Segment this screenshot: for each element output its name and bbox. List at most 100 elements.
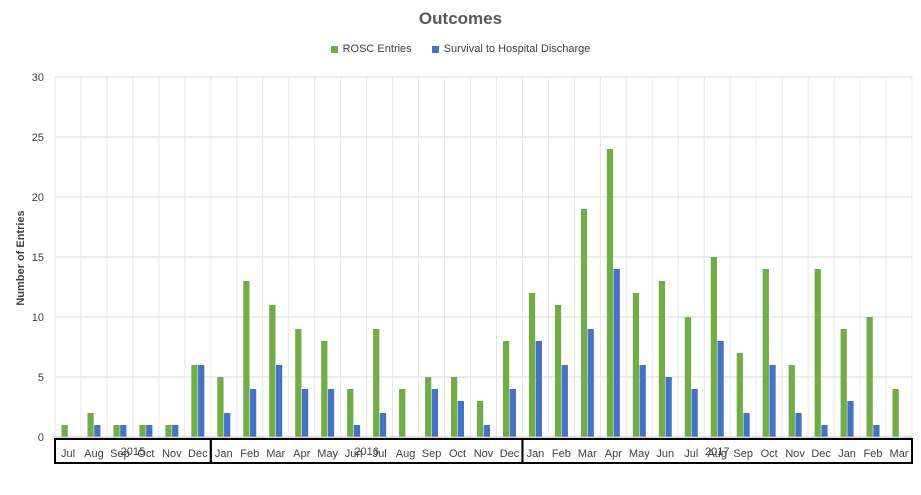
legend-swatch-survival	[431, 45, 439, 53]
legend: ROSC Entries Survival to Hospital Discha…	[0, 43, 921, 55]
x-tick-label: Feb	[552, 448, 571, 460]
x-tick-label: Mar	[578, 448, 597, 460]
bar-survival	[691, 389, 698, 437]
bar-survival	[146, 425, 153, 437]
year-group-label: 2017	[705, 446, 729, 458]
x-tick-label: Oct	[449, 448, 466, 460]
bar-survival	[172, 425, 179, 437]
x-tick-label: Feb	[240, 448, 259, 460]
bar-rosc	[788, 365, 795, 437]
bar-rosc	[528, 293, 536, 437]
bar-survival	[120, 425, 127, 437]
legend-label-survival: Survival to Hospital Discharge	[443, 43, 591, 55]
legend-swatch-rosc	[330, 45, 338, 53]
bar-survival	[639, 365, 646, 437]
bar-rosc	[87, 413, 94, 437]
bar-survival	[198, 365, 205, 437]
bar-rosc	[814, 269, 821, 437]
bar-rosc	[191, 365, 198, 437]
x-tick-label: Sep	[422, 448, 442, 460]
bar-survival	[821, 425, 828, 437]
bar-rosc	[606, 149, 614, 437]
bar-rosc	[684, 317, 691, 437]
bar-survival	[717, 341, 724, 437]
x-tick-label: May	[629, 448, 650, 460]
x-tick-label: Apr	[605, 448, 622, 460]
x-tick-label: Nov	[785, 448, 805, 460]
bar-survival	[535, 341, 542, 437]
bar-rosc	[425, 377, 432, 437]
bar-rosc	[632, 293, 640, 437]
bar-survival	[587, 329, 594, 437]
bar-survival	[457, 401, 465, 437]
bar-rosc	[321, 341, 328, 437]
x-tick-label: Jun	[656, 448, 674, 460]
x-tick-label: Dec	[500, 448, 520, 460]
x-tick-label: Apr	[293, 448, 310, 460]
bar-rosc	[892, 389, 899, 437]
x-tick-label: Aug	[84, 448, 104, 460]
bar-rosc	[113, 425, 120, 437]
bar-rosc	[139, 425, 146, 437]
bar-survival	[301, 389, 309, 437]
x-tick-label: Mar	[890, 448, 909, 460]
bar-rosc	[295, 329, 302, 437]
x-tick-label: Jul	[373, 448, 387, 460]
y-tick-label: 15	[32, 252, 44, 264]
y-tick-label: 25	[32, 132, 44, 144]
bar-rosc	[502, 341, 510, 437]
legend-item-rosc[interactable]: ROSC Entries	[330, 43, 412, 55]
bar-survival	[665, 377, 672, 437]
bar-survival	[509, 389, 516, 437]
x-tick-label: Jun	[345, 448, 363, 460]
x-tick-label: Jul	[684, 448, 698, 460]
y-tick-label: 0	[38, 432, 44, 444]
x-tick-label: Oct	[761, 448, 778, 460]
x-tick-label: Oct	[137, 448, 154, 460]
x-tick-label: Jan	[527, 448, 545, 460]
x-tick-label: Nov	[474, 448, 494, 460]
y-tick-label: 10	[32, 312, 44, 324]
chart-title: Outcomes	[418, 9, 503, 28]
bar-survival	[94, 425, 101, 437]
bar-rosc	[243, 281, 250, 437]
bar-rosc	[269, 305, 276, 437]
x-tick-label: Feb	[864, 448, 883, 460]
bar-rosc	[736, 353, 743, 437]
bar-rosc	[840, 329, 847, 437]
bar-survival	[561, 365, 568, 437]
bar-survival	[276, 365, 283, 437]
year-group-box	[521, 438, 913, 464]
bar-rosc	[399, 389, 406, 437]
year-group-label: 2016	[354, 446, 378, 458]
x-tick-label: Sep	[110, 448, 130, 460]
x-tick-label: Jul	[61, 448, 75, 460]
bar-survival	[379, 413, 387, 437]
bar-survival	[431, 389, 439, 437]
legend-item-survival[interactable]: Survival to Hospital Discharge	[431, 43, 591, 55]
bar-survival	[224, 413, 231, 437]
x-tick-label: Dec	[811, 448, 831, 460]
bar-rosc	[347, 389, 354, 437]
bar-rosc	[165, 425, 172, 437]
x-tick-label: Jan	[215, 448, 233, 460]
bar-survival	[613, 269, 620, 437]
bar-rosc	[710, 257, 717, 437]
y-tick-label: 20	[32, 192, 44, 204]
x-tick-label: Dec	[188, 448, 208, 460]
bar-rosc	[554, 305, 562, 437]
bar-rosc	[762, 269, 769, 437]
bar-survival	[327, 389, 335, 437]
x-tick-label: Aug	[707, 448, 727, 460]
bar-survival	[795, 413, 802, 437]
y-tick-label: 5	[38, 372, 44, 384]
bar-survival	[743, 413, 750, 437]
bar-survival	[873, 425, 880, 437]
year-group-label: 2015	[121, 446, 145, 458]
bar-rosc	[866, 317, 873, 437]
y-tick-label: 30	[32, 72, 44, 84]
x-tick-label: Mar	[266, 448, 285, 460]
bar-rosc	[658, 281, 666, 437]
bar-survival	[483, 425, 490, 437]
x-tick-label: Aug	[396, 448, 416, 460]
